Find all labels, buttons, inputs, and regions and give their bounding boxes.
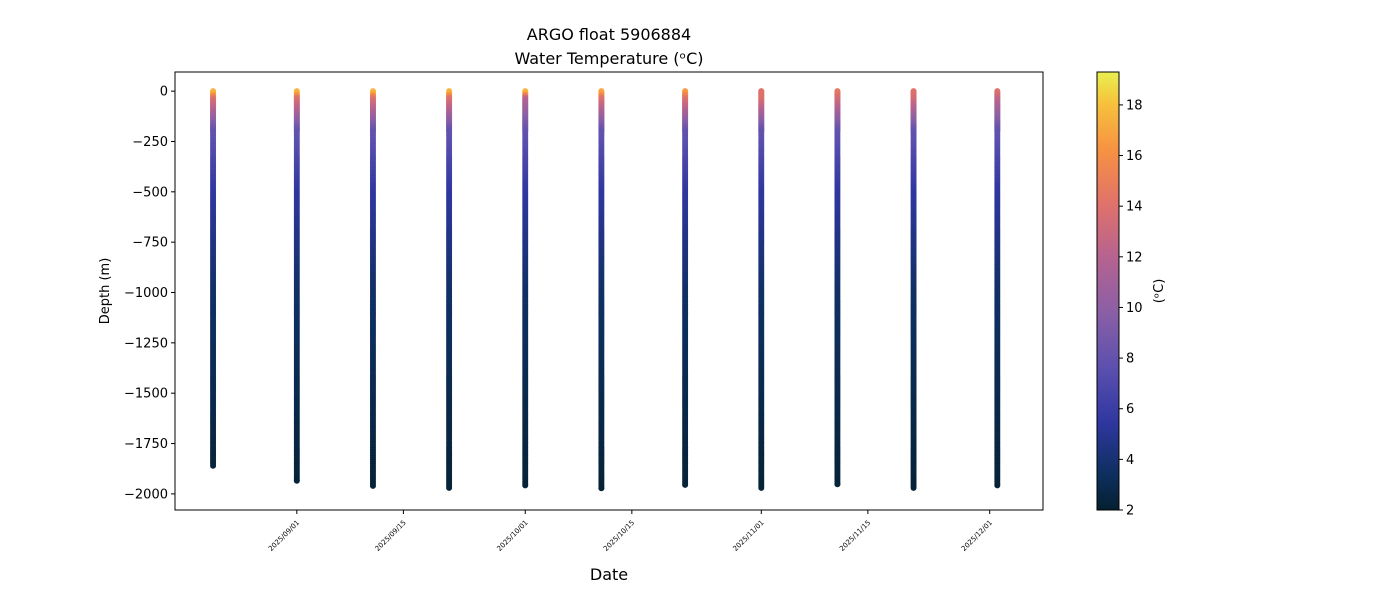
chart-subtitle: Water Temperature (ᵒC) [514,49,703,68]
x-axis-ticks: 2025/09/01 2025/09/15 2025/10/01 2025/10/15… [267,510,994,553]
x-tick-label: 2025/09/15 [374,519,408,553]
y-tick-label: −500 [132,185,168,200]
profile-1 [210,88,217,469]
y-axis-label: Depth (m) [98,258,113,325]
data-point [210,462,217,469]
profile-9 [834,88,841,488]
data-point [758,484,765,491]
colorbar-gradient [1096,71,1120,511]
chart-title: ARGO float 5906884 [527,25,691,44]
y-tick-label: −1000 [124,286,168,301]
profile-8 [758,88,765,491]
x-tick-label: 2025/11/15 [838,519,872,553]
y-tick-label: −1250 [124,336,168,351]
x-tick-label: 2025/10/15 [602,519,636,553]
x-tick-label: 2025/10/01 [495,519,529,553]
data-point [682,481,689,488]
y-tick-label: −1750 [124,437,168,452]
colorbar-tick-label: 6 [1126,402,1134,417]
y-tick-label: −2000 [124,487,168,502]
data-point [446,484,453,491]
y-tick-label: 0 [160,85,168,100]
x-tick-label: 2025/11/01 [731,519,765,553]
x-axis-label: Date [590,565,628,584]
y-tick-label: −750 [132,236,168,251]
colorbar-tick-label: 8 [1126,352,1134,367]
colorbar-ticks: 2 4 6 8 10 12 14 16 18 [1119,98,1143,519]
y-tick-label: −1500 [124,387,168,402]
data-point [293,477,300,484]
profile-11 [994,88,1001,489]
colorbar-tick-label: 14 [1126,200,1143,215]
data-point [522,482,529,489]
data-point [834,481,841,488]
profile-6 [598,88,605,492]
y-axis-ticks: 0 −250 −500 −750 −1000 −1250 −1500 −1750 −2000 [124,85,175,502]
data-point [910,484,917,491]
profile-2 [293,88,300,484]
y-tick-label: −250 [132,135,168,150]
colorbar-label: (ᵒC) [1152,279,1167,304]
colorbar-tick-label: 10 [1126,301,1143,316]
colorbar-tick-label: 16 [1126,149,1143,164]
profile-5 [522,88,529,489]
colorbar-tick-label: 18 [1126,98,1143,113]
colorbar-tick-label: 4 [1126,453,1134,468]
x-tick-label: 2025/09/01 [267,519,301,553]
profile-3 [369,88,376,489]
colorbar: 2 4 6 8 10 12 14 16 18 (ᵒC) [1096,71,1167,519]
plot-frame [174,71,1044,511]
data-point [598,485,605,492]
plot-area [174,71,1044,511]
data-point [994,482,1001,489]
colorbar-tick-label: 2 [1126,504,1134,519]
data-point [369,482,376,489]
profiles-layer [210,88,1001,492]
profile-4 [446,88,453,491]
profile-7 [682,88,689,488]
profile-10 [910,88,917,491]
colorbar-tick-label: 12 [1126,250,1143,265]
x-tick-label: 2025/12/01 [960,519,994,553]
